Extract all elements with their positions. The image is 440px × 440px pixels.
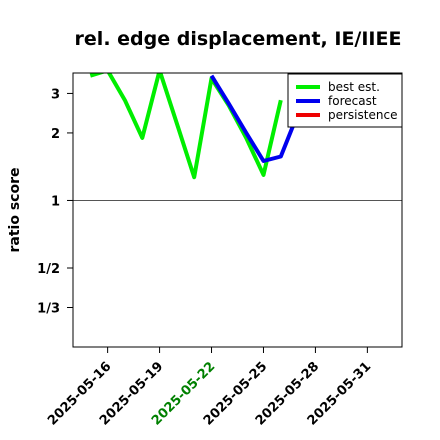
y-tick-label: 1	[51, 194, 60, 209]
y-tick-label: 3	[51, 87, 60, 102]
y-axis: 3 2 1 1/2 1/3	[37, 87, 73, 316]
y-tick-label: 1/3	[37, 301, 60, 316]
chart-title: rel. edge displacement, IE/IIEE	[75, 28, 402, 50]
legend-entry: best est.	[328, 80, 380, 94]
y-axis-label: ratio score	[7, 168, 23, 253]
y-tick-label: 1/2	[37, 262, 60, 277]
plot-frame	[72, 72, 403, 348]
legend-entry: persistence	[328, 108, 397, 122]
y-tick-label: 2	[51, 127, 60, 142]
x-axis: 2025-05-162025-05-192025-05-222025-05-25…	[45, 347, 374, 429]
series-line-best-est	[89, 73, 283, 180]
legend-entry: forecast	[328, 94, 377, 108]
series-layer	[89, 73, 317, 180]
